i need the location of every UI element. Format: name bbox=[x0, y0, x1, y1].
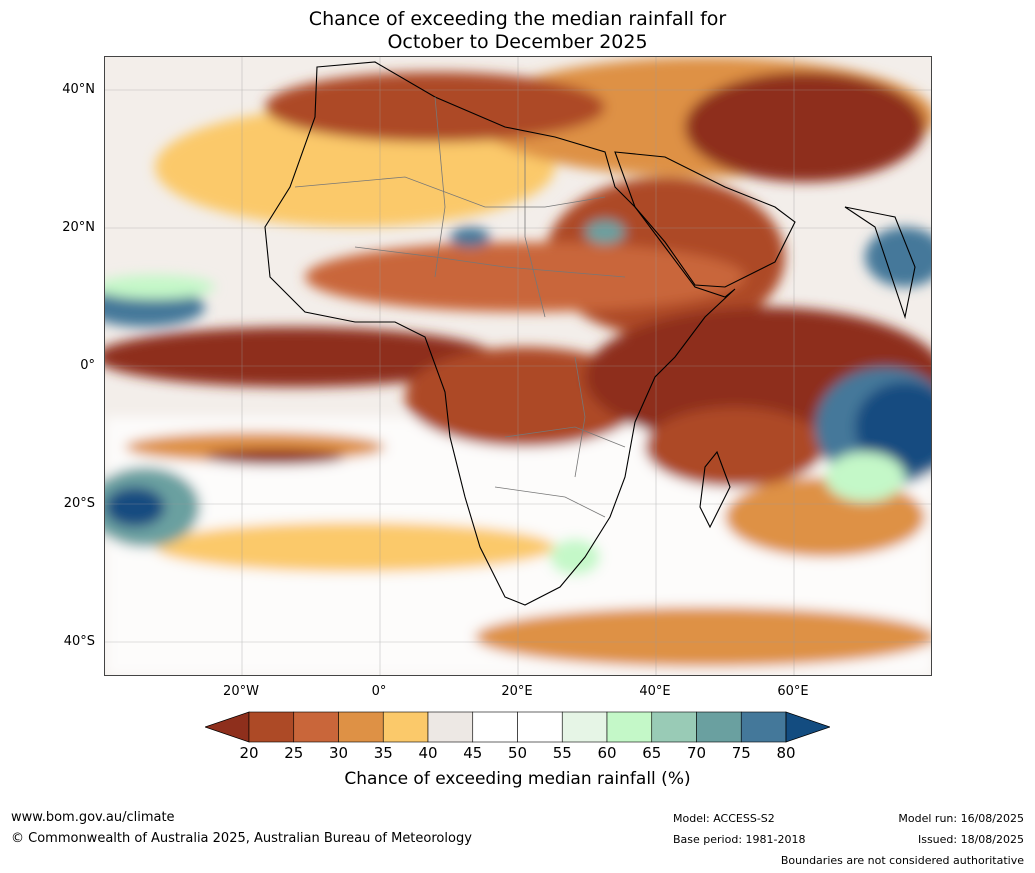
lon-label-40e: 40°E bbox=[639, 684, 671, 699]
footer-model-run: Model run: 16/08/2025 bbox=[898, 812, 1024, 825]
arabia-coastline bbox=[614, 151, 796, 288]
lat-label-20s: 20°S bbox=[63, 496, 95, 511]
lat-label-40n: 40°N bbox=[62, 82, 95, 97]
colorbar-tick-label: 45 bbox=[463, 744, 483, 762]
colorbar-segment bbox=[293, 711, 339, 743]
lat-label-20n: 20°N bbox=[62, 220, 95, 235]
colorbar-tick-label: 65 bbox=[642, 744, 662, 762]
lon-label-0: 0° bbox=[371, 684, 387, 699]
footer-issued: Issued: 18/08/2025 bbox=[917, 833, 1024, 846]
footer-model: Model: ACCESS-S2 bbox=[673, 812, 775, 825]
africa-coastline bbox=[264, 61, 736, 606]
coastlines bbox=[264, 61, 916, 606]
title-line-1: Chance of exceeding the median rainfall … bbox=[308, 8, 727, 30]
footer-disclaimer: Boundaries are not considered authoritat… bbox=[780, 854, 1024, 867]
india-coastline bbox=[844, 206, 916, 320]
lat-label-40s: 40°S bbox=[63, 634, 95, 649]
footer-copyright: © Commonwealth of Australia 2025, Austra… bbox=[11, 831, 472, 846]
colorbar-tick-label: 40 bbox=[418, 744, 438, 762]
map-svg bbox=[105, 57, 931, 675]
title-line-2: October to December 2025 bbox=[387, 31, 648, 53]
lon-label-20w: 20°W bbox=[223, 684, 259, 699]
colorbar-tick-label: 80 bbox=[776, 744, 796, 762]
colorbar-tick-label: 50 bbox=[507, 744, 528, 762]
colorbar-segment bbox=[382, 711, 429, 743]
colorbar-segment bbox=[606, 711, 653, 743]
rainfall-map bbox=[104, 56, 932, 676]
colorbar-segment bbox=[472, 711, 518, 743]
madagascar-coastline bbox=[699, 450, 731, 529]
colorbar-segment bbox=[427, 711, 474, 743]
colorbar-segment bbox=[561, 711, 608, 743]
colorbar-tick-label: 30 bbox=[328, 744, 349, 762]
map-title: Chance of exceeding the median rainfall … bbox=[0, 8, 1035, 54]
colorbar-extend-low bbox=[205, 711, 250, 743]
lon-label-60e: 60°E bbox=[777, 684, 809, 699]
colorbar-segment bbox=[248, 711, 295, 743]
colorbar-segment bbox=[696, 711, 742, 743]
colorbar-tick-label: 70 bbox=[686, 744, 707, 762]
colorbar-tick-label: 55 bbox=[552, 744, 572, 762]
lat-label-0: 0° bbox=[80, 358, 95, 373]
colorbar-tick-label: 25 bbox=[284, 744, 304, 762]
colorbar-segment bbox=[651, 711, 697, 743]
graticule bbox=[105, 57, 931, 675]
colorbar bbox=[205, 711, 830, 743]
footer-base-period: Base period: 1981-2018 bbox=[673, 833, 806, 846]
colorbar-segment bbox=[740, 711, 787, 743]
colorbar-tick-label: 35 bbox=[373, 744, 393, 762]
colorbar-tick-label: 75 bbox=[731, 744, 751, 762]
colorbar-extend-high bbox=[785, 711, 830, 743]
colorbar-tick-label: 20 bbox=[239, 744, 259, 762]
colorbar-tick-label: 60 bbox=[597, 744, 617, 762]
probability-field bbox=[105, 57, 931, 675]
lon-label-20e: 20°E bbox=[501, 684, 533, 699]
colorbar-label: Chance of exceeding median rainfall (%) bbox=[344, 769, 691, 789]
colorbar-segments bbox=[205, 711, 830, 743]
footer-website: www.bom.gov.au/climate bbox=[11, 810, 175, 825]
colorbar-segment bbox=[338, 711, 384, 743]
country-boundaries bbox=[294, 96, 626, 518]
colorbar-segment bbox=[517, 711, 563, 743]
